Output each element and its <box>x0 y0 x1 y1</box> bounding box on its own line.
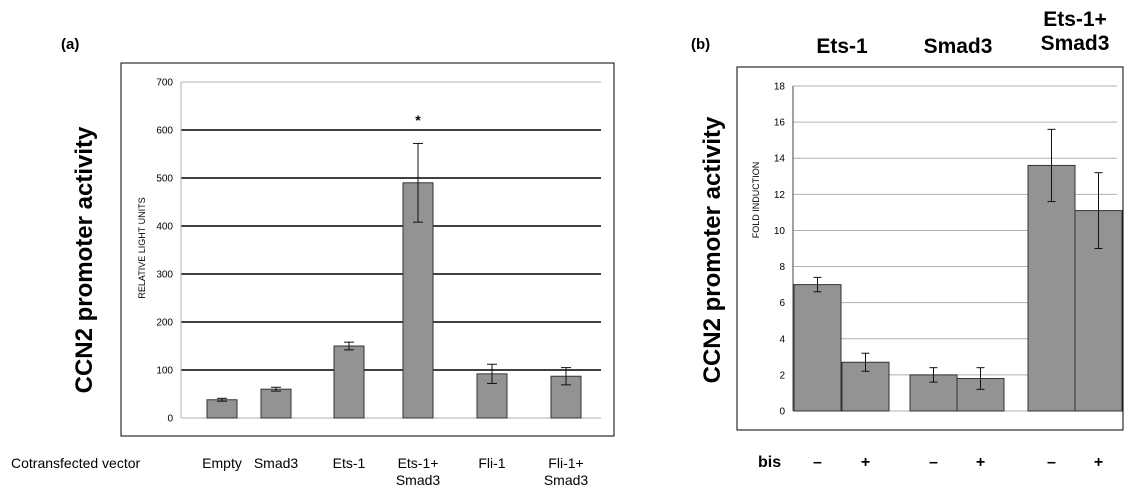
panel-a-frame <box>120 62 615 437</box>
panel-b-ytick-label: 0 <box>779 407 785 418</box>
panel-a-category-label: Ets-1 <box>333 455 366 471</box>
panel-a-bar <box>333 345 365 419</box>
panel-b-yticks: 0 2 4 6 8 10 12 14 16 18 <box>774 82 786 418</box>
panel-b-bis-marks: – + – + – + <box>813 454 1103 471</box>
panel-b-frame <box>736 66 1124 431</box>
panel-a-ytick-label: 200 <box>156 318 173 329</box>
panel-a-error-bars <box>217 142 571 402</box>
panel-a-category-label: Smad3 <box>544 472 589 488</box>
panel-b-bis-plus: + <box>1094 454 1103 471</box>
panel-a-ytick-label: 500 <box>156 174 173 185</box>
panel-b-ytick-label: 4 <box>779 334 785 345</box>
panel-b-bars <box>793 164 1123 412</box>
panel-a-ytick-label: 700 <box>156 78 173 89</box>
panel-b: (b) CCN2 promoter activity FOLD INDUCTIO… <box>691 8 1124 471</box>
panel-a-outer-ylabel: CCN2 promoter activity <box>71 126 98 393</box>
panel-b-group-label: Ets-1 <box>816 35 868 58</box>
panel-a-category-label: Fli-1+ <box>548 455 583 471</box>
panel-a-bars <box>206 182 582 419</box>
panel-b-bis-minus: – <box>813 454 822 471</box>
panel-b-ytick-label: 10 <box>774 226 786 237</box>
panel-b-ytick-label: 16 <box>774 118 786 129</box>
panel-a-significance-star: * <box>415 112 421 128</box>
panel-a-ytick-label: 400 <box>156 222 173 233</box>
panel-a-ytick-label: 300 <box>156 270 173 281</box>
panel-a-tag: (a) <box>61 36 79 53</box>
panel-b-ytick-label: 12 <box>774 190 786 201</box>
panel-a-ytick-label: 100 <box>156 366 173 377</box>
panel-a-gridlines <box>180 81 601 419</box>
panel-b-group-label: Smad3 <box>1041 32 1110 55</box>
panel-a-ytick-label: 0 <box>167 414 173 425</box>
panel-b-bis-label: bis <box>758 454 781 471</box>
panel-a-bar <box>260 388 292 419</box>
panel-a-row-label: Cotransfected vector <box>11 455 141 471</box>
panel-b-bar <box>793 284 842 412</box>
panel-b-group-label: Ets-1+ <box>1043 8 1107 31</box>
panel-b-ytick-label: 2 <box>779 370 785 381</box>
panel-b-ytick-label: 14 <box>774 154 786 165</box>
panel-b-ytick-label: 18 <box>774 82 786 93</box>
panel-a-yticks: 0 100 200 300 400 500 600 700 <box>156 78 173 425</box>
panel-b-ytick-label: 6 <box>779 298 785 309</box>
panel-a-ytick-label: 600 <box>156 126 173 137</box>
panel-b-bis-plus: + <box>976 454 985 471</box>
panel-a-ylabel: RELATIVE LIGHT UNITS <box>137 197 147 298</box>
panel-a: (a) CCN2 promoter activity RELATIVE LIGH… <box>11 36 615 488</box>
panel-a-bar <box>206 399 238 419</box>
panel-a-category-label: Fli-1 <box>478 455 505 471</box>
panel-b-bis-plus: + <box>861 454 870 471</box>
panel-b-bis-minus: – <box>929 454 938 471</box>
panel-a-category-label: Ets-1+ <box>398 455 439 471</box>
panel-b-bis-minus: – <box>1047 454 1056 471</box>
panel-b-error-bars <box>813 128 1103 390</box>
panel-b-tag: (b) <box>691 36 710 53</box>
panel-b-bar <box>1027 164 1076 412</box>
panel-b-ylabel: FOLD INDUCTION <box>751 162 761 239</box>
panel-a-category-label: Empty <box>202 455 242 471</box>
panel-b-outer-ylabel: CCN2 promoter activity <box>699 116 726 383</box>
panel-b-group-label: Smad3 <box>924 35 993 58</box>
panel-b-ytick-label: 8 <box>779 262 785 273</box>
panel-a-category-label: Smad3 <box>396 472 441 488</box>
panel-a-category-label: Smad3 <box>254 455 299 471</box>
